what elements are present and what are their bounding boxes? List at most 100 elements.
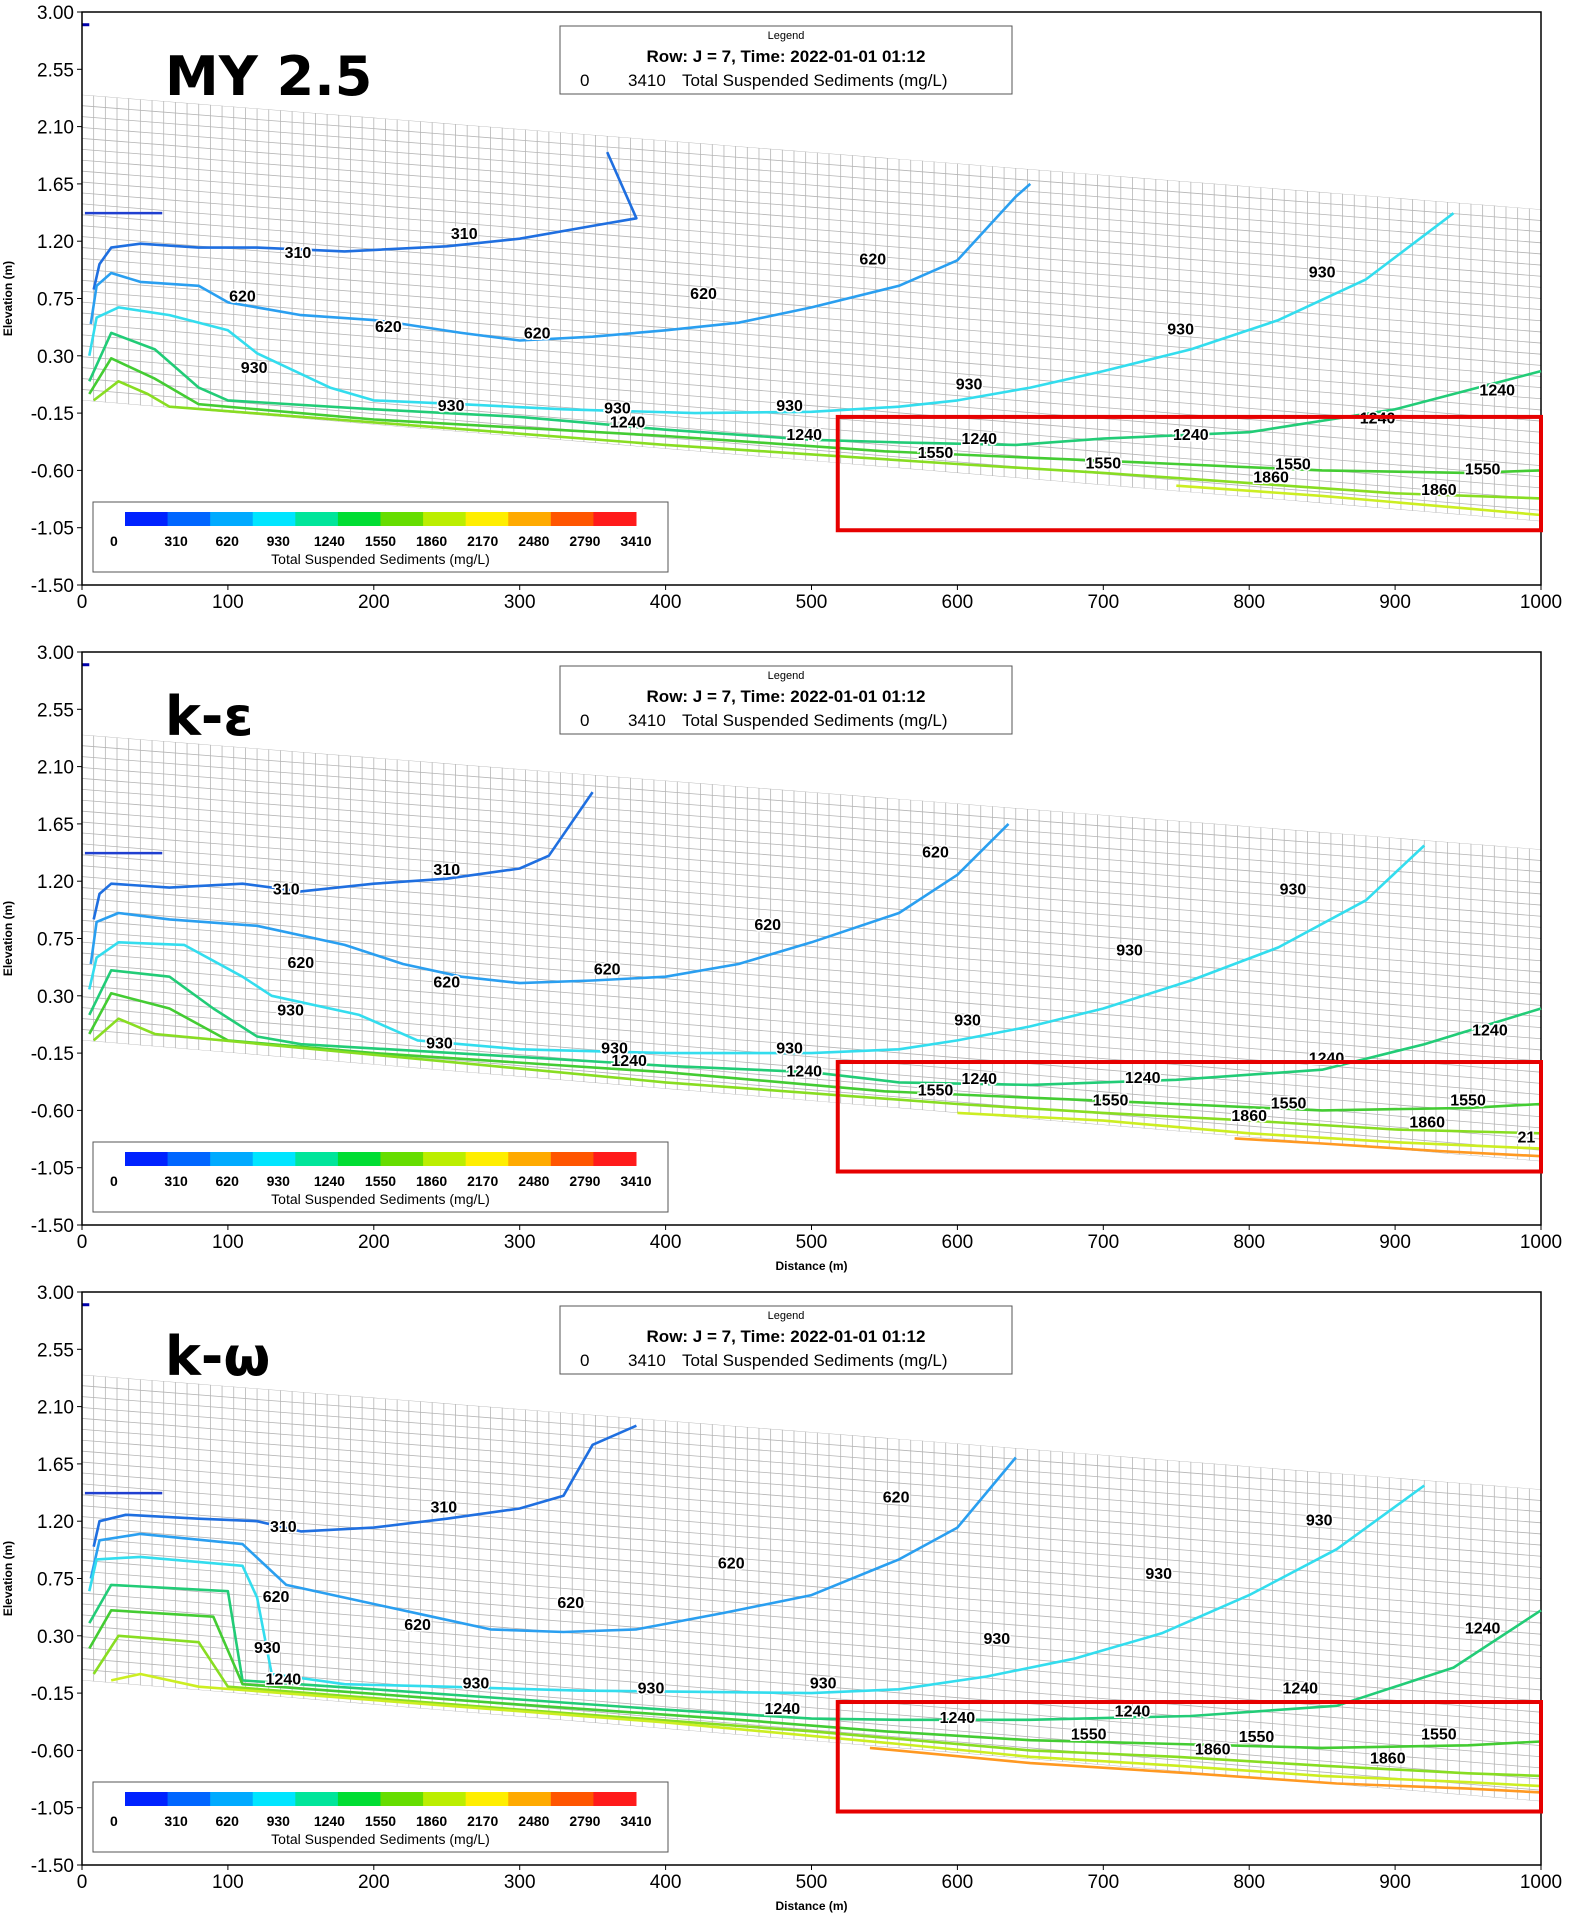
y-tick-label: -1.50 xyxy=(31,1856,74,1877)
contour-line-310 xyxy=(92,1424,637,1547)
legend-min: 0 xyxy=(580,71,589,90)
contour-label: 1550 xyxy=(1450,1093,1486,1110)
y-tick-label: 0.30 xyxy=(37,347,74,368)
panel-title: MY 2.5 xyxy=(165,45,372,108)
y-tick-label: 2.55 xyxy=(37,700,74,721)
x-tick-label: 500 xyxy=(796,1232,828,1253)
contour-label: 930 xyxy=(638,1680,665,1697)
x-tick-label: 1000 xyxy=(1520,1872,1562,1893)
contour-label: 1550 xyxy=(1086,455,1122,472)
colorbar-tick: 2480 xyxy=(518,1173,549,1189)
colorbar-tick: 620 xyxy=(216,533,240,549)
colorbar-swatch xyxy=(423,1792,467,1806)
x-tick-label: 0 xyxy=(77,1232,88,1253)
x-tick-label: 400 xyxy=(650,1872,682,1893)
contour-label: 1550 xyxy=(918,445,954,462)
contour-line-310 xyxy=(92,791,594,920)
contour-chart-k-epsilon: 310 310 620 620 620 620 620 930 930 930 930 930 930 9… xyxy=(1,643,1562,1273)
x-tick-label: 0 xyxy=(77,592,88,613)
legend-heading: Legend xyxy=(768,670,805,682)
contour-label: 310 xyxy=(285,245,312,262)
contour-label: 310 xyxy=(270,1519,297,1536)
contour-line-2170 xyxy=(110,1672,1542,1788)
legend-variable: Total Suspended Sediments (mg/L) xyxy=(682,71,948,90)
colorbar-tick: 1860 xyxy=(416,533,447,549)
colorbar-tick: 1860 xyxy=(416,1173,447,1189)
contour-label: 930 xyxy=(463,1675,490,1692)
y-tick-label: 0.75 xyxy=(37,290,74,311)
colorbar-tick: 310 xyxy=(164,1813,188,1829)
contour-label: 930 xyxy=(810,1675,837,1692)
colorbar-tick: 2480 xyxy=(518,533,549,549)
y-tick-label: -0.15 xyxy=(31,404,74,425)
y-axis-title: Elevation (m) xyxy=(1,261,15,336)
y-tick-label: -1.05 xyxy=(31,1799,74,1820)
mesh-grid xyxy=(82,1374,1541,1802)
contour-label: 620 xyxy=(594,962,621,979)
legend-min: 0 xyxy=(580,711,589,730)
colorbar-swatch xyxy=(295,1792,339,1806)
colorbar-swatch xyxy=(252,1792,296,1806)
legend-min: 0 xyxy=(580,1351,589,1370)
contour-line-310 xyxy=(92,151,638,290)
panel-my25: 310 310 620 620 620 620 620 930 930 930 930 930 930 9… xyxy=(0,0,1569,640)
contour-label: 620 xyxy=(690,286,717,303)
contour-label: 1860 xyxy=(1231,1108,1267,1125)
legend-max: 3410 xyxy=(628,71,666,90)
y-tick-label: -1.50 xyxy=(31,576,74,597)
colorbar-title: Total Suspended Sediments (mg/L) xyxy=(271,1831,490,1847)
legend-box xyxy=(559,665,1013,735)
contour-label: 620 xyxy=(287,955,314,972)
contour-label: 930 xyxy=(956,376,983,393)
colorbar-swatch xyxy=(125,1152,169,1166)
contour-label: 1240 xyxy=(961,431,997,448)
legend-heading: Legend xyxy=(768,1310,805,1322)
contour-label: 620 xyxy=(557,1595,584,1612)
x-tick-label: 700 xyxy=(1087,1232,1119,1253)
contour-label: 1240 xyxy=(1115,1703,1151,1720)
colorbar-tick: 930 xyxy=(267,533,291,549)
colorbar-title: Total Suspended Sediments (mg/L) xyxy=(271,1191,490,1207)
x-tick-label: 400 xyxy=(650,1232,682,1253)
y-tick-label: 2.10 xyxy=(37,1398,74,1419)
contour-label: 620 xyxy=(922,844,949,861)
contour-line-2170 xyxy=(957,1111,1542,1150)
colorbar-tick: 620 xyxy=(216,1813,240,1829)
contour-label: 930 xyxy=(426,1035,453,1052)
x-tick-label: 500 xyxy=(796,592,828,613)
contour-label: 1240 xyxy=(1125,1070,1161,1087)
y-tick-label: 0.30 xyxy=(37,987,74,1008)
contour-line-2170 xyxy=(1176,484,1542,517)
contour-label: 930 xyxy=(604,400,631,417)
y-axis-title: Elevation (m) xyxy=(1,901,15,976)
colorbar-tick: 2480 xyxy=(518,1813,549,1829)
contour-line-620 xyxy=(89,182,1032,342)
colorbar-tick: 2170 xyxy=(467,533,498,549)
x-tick-label: 800 xyxy=(1233,1872,1265,1893)
contour-label: 310 xyxy=(273,881,300,898)
contour-line-2480 xyxy=(1234,1137,1542,1158)
y-tick-label: 2.10 xyxy=(37,118,74,139)
contour-label: 1550 xyxy=(1239,1729,1275,1746)
contour-line-620 xyxy=(89,1456,1017,1634)
contour-label: 930 xyxy=(601,1040,628,1057)
colorbar-swatch xyxy=(167,1792,211,1806)
colorbar-tick: 2790 xyxy=(569,533,600,549)
contour-label: 930 xyxy=(1280,881,1307,898)
colorbar-tick: 620 xyxy=(216,1173,240,1189)
x-tick-label: 500 xyxy=(796,1872,828,1893)
contour-label: 1860 xyxy=(1421,482,1457,499)
colorbar-tick: 1860 xyxy=(416,1813,447,1829)
colorbar-swatch xyxy=(210,512,254,526)
contour-label: 930 xyxy=(241,360,268,377)
contour-label: 1860 xyxy=(1253,469,1289,486)
colorbar-swatch xyxy=(550,1152,594,1166)
x-tick-label: 700 xyxy=(1087,592,1119,613)
x-axis-title: Distance (m) xyxy=(775,1259,847,1273)
contour-line-930 xyxy=(88,844,1426,1055)
contour-label: 930 xyxy=(1116,942,1143,959)
colorbar-tick: 2790 xyxy=(569,1173,600,1189)
contour-label: 620 xyxy=(375,319,402,336)
y-tick-label: 1.20 xyxy=(37,232,74,253)
x-tick-label: 900 xyxy=(1379,1872,1411,1893)
